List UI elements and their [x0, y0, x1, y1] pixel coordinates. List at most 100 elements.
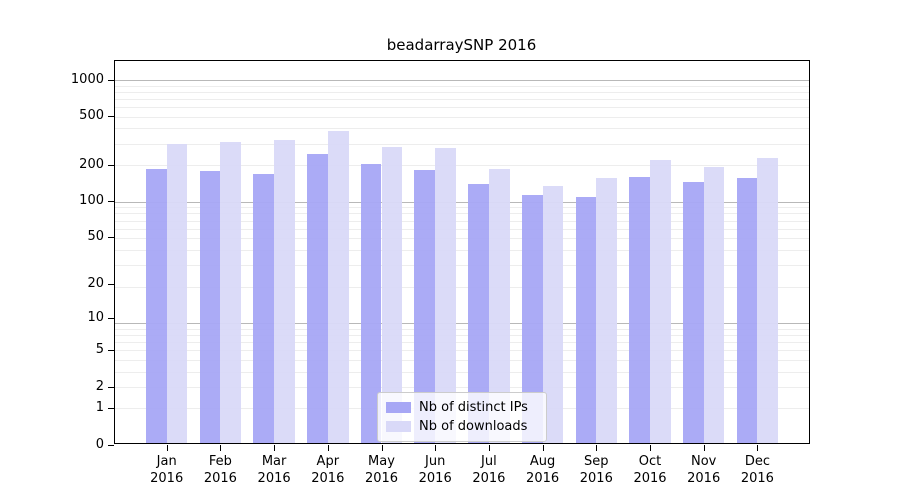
x-tick-year: 2016 [418, 471, 452, 486]
x-tick-year: 2016 [740, 471, 774, 486]
x-tick-year: 2016 [311, 471, 345, 486]
y-tick-label: 5 [95, 342, 104, 358]
gridline-minor [113, 386, 810, 388]
bar-nb-of-distinct-ips-sep [575, 196, 597, 444]
gridline-minor [113, 106, 810, 108]
x-tick-year: 2016 [203, 471, 237, 486]
gridline-minor [113, 371, 810, 373]
gridline-minor [113, 165, 810, 166]
gridline-minor [113, 286, 810, 288]
y-tick-mark [107, 318, 114, 320]
y-tick-mark [107, 116, 114, 118]
bar-nb-of-downloads-jun [435, 147, 456, 444]
bar-nb-of-downloads-apr [327, 130, 349, 444]
y-tick-label: 50 [87, 229, 104, 245]
y-tick-label: 10 [87, 310, 104, 326]
y-tick-mark [107, 350, 114, 352]
legend-swatch-downloads [386, 421, 411, 432]
x-tick-year: 2016 [364, 471, 399, 486]
y-tick-label: 1 [95, 400, 104, 416]
x-tick-year: 2016 [257, 471, 291, 486]
bar-nb-of-distinct-ips-oct [629, 177, 650, 444]
bar-nb-of-distinct-ips-jul [468, 183, 489, 444]
bar-nb-of-distinct-ips-aug [521, 195, 543, 444]
y-tick-mark [107, 164, 114, 166]
y-tick-label: 100 [79, 193, 104, 209]
gridline-minor [113, 238, 810, 240]
gridline-minor [113, 213, 810, 215]
y-tick-label: 0 [95, 437, 104, 452]
gridline-minor [113, 342, 810, 344]
x-tick-year: 2016 [472, 471, 506, 486]
x-tick-label-mar: Mar 2016 [242, 453, 306, 487]
gridline-major [113, 79, 810, 81]
x-tick-year: 2016 [633, 471, 667, 486]
bar-nb-of-distinct-ips-may [360, 164, 382, 444]
gridline-minor [113, 350, 810, 352]
x-tick-mark [650, 445, 651, 451]
y-tick-label: 200 [79, 156, 104, 172]
gridline-major [113, 323, 810, 325]
legend-label-downloads: Nb of downloads [419, 419, 528, 434]
bar-nb-of-downloads-aug [542, 186, 564, 444]
legend-swatch-distinct-ips [386, 402, 411, 413]
bar-nb-of-distinct-ips-feb [199, 170, 221, 444]
x-tick-year: 2016 [687, 471, 721, 486]
gridline-minor [113, 228, 810, 230]
legend-item-distinct-ips: Nb of distinct IPs [386, 400, 537, 415]
y-tick-mark [107, 284, 114, 286]
bar-nb-of-distinct-ips-mar [253, 174, 275, 444]
gridline-minor [113, 265, 810, 267]
bar-nb-of-downloads-oct [650, 159, 671, 444]
x-tick-mark [220, 445, 222, 451]
y-tick-mark [107, 386, 114, 388]
x-tick-mark [703, 445, 705, 451]
y-tick-label: 20 [87, 276, 104, 292]
y-tick-mark [107, 237, 114, 239]
gridline-major [113, 201, 810, 203]
x-tick-label-dec: Dec 2016 [725, 453, 789, 487]
gridline-minor [113, 91, 810, 93]
bar-nb-of-distinct-ips-jan [145, 169, 167, 444]
x-tick-label-aug: Aug 2016 [511, 453, 575, 487]
x-tick-mark [488, 445, 490, 451]
gridline-minor [113, 85, 810, 87]
x-tick-label-jan: Jan 2016 [135, 453, 199, 487]
gridline-minor [113, 220, 810, 222]
x-tick-mark [327, 445, 329, 451]
x-tick-mark [757, 445, 759, 451]
x-tick-year: 2016 [579, 471, 613, 486]
bar-nb-of-downloads-sep [596, 178, 618, 444]
chart-title: beadarraySNP 2016 [386, 36, 537, 54]
x-tick-label-sep: Sep 2016 [564, 453, 628, 487]
gridline-minor [113, 128, 810, 130]
gridline-minor [113, 116, 810, 118]
bar-nb-of-downloads-may [381, 147, 403, 444]
gridline-minor [113, 359, 810, 361]
x-tick-mark [542, 445, 544, 451]
x-tick-mark [274, 445, 276, 451]
legend-item-downloads: Nb of downloads [386, 419, 537, 434]
x-tick-label-nov: Nov 2016 [672, 453, 736, 487]
y-tick-mark [107, 445, 114, 446]
x-tick-label-oct: Oct 2016 [618, 453, 682, 487]
y-tick-mark [107, 79, 114, 81]
gridline-minor [113, 250, 810, 251]
x-tick-label-feb: Feb 2016 [188, 453, 252, 487]
gridline-minor [113, 143, 810, 145]
bar-nb-of-downloads-jul [488, 169, 510, 444]
x-tick-mark [381, 445, 383, 451]
bar-nb-of-downloads-dec [757, 158, 779, 444]
y-tick-label: 2 [95, 378, 104, 394]
bar-nb-of-distinct-ips-apr [307, 153, 328, 444]
x-tick-label-jul: Jul 2016 [457, 453, 521, 487]
gridline-minor [113, 98, 810, 100]
y-tick-label: 500 [79, 108, 104, 124]
bar-nb-of-downloads-nov [703, 166, 725, 444]
legend: Nb of distinct IPs Nb of downloads [377, 392, 547, 442]
bar-nb-of-downloads-jan [166, 144, 188, 444]
bar-nb-of-distinct-ips-dec [736, 177, 758, 444]
bar-nb-of-distinct-ips-jun [414, 170, 436, 444]
legend-label-distinct-ips: Nb of distinct IPs [419, 400, 528, 415]
